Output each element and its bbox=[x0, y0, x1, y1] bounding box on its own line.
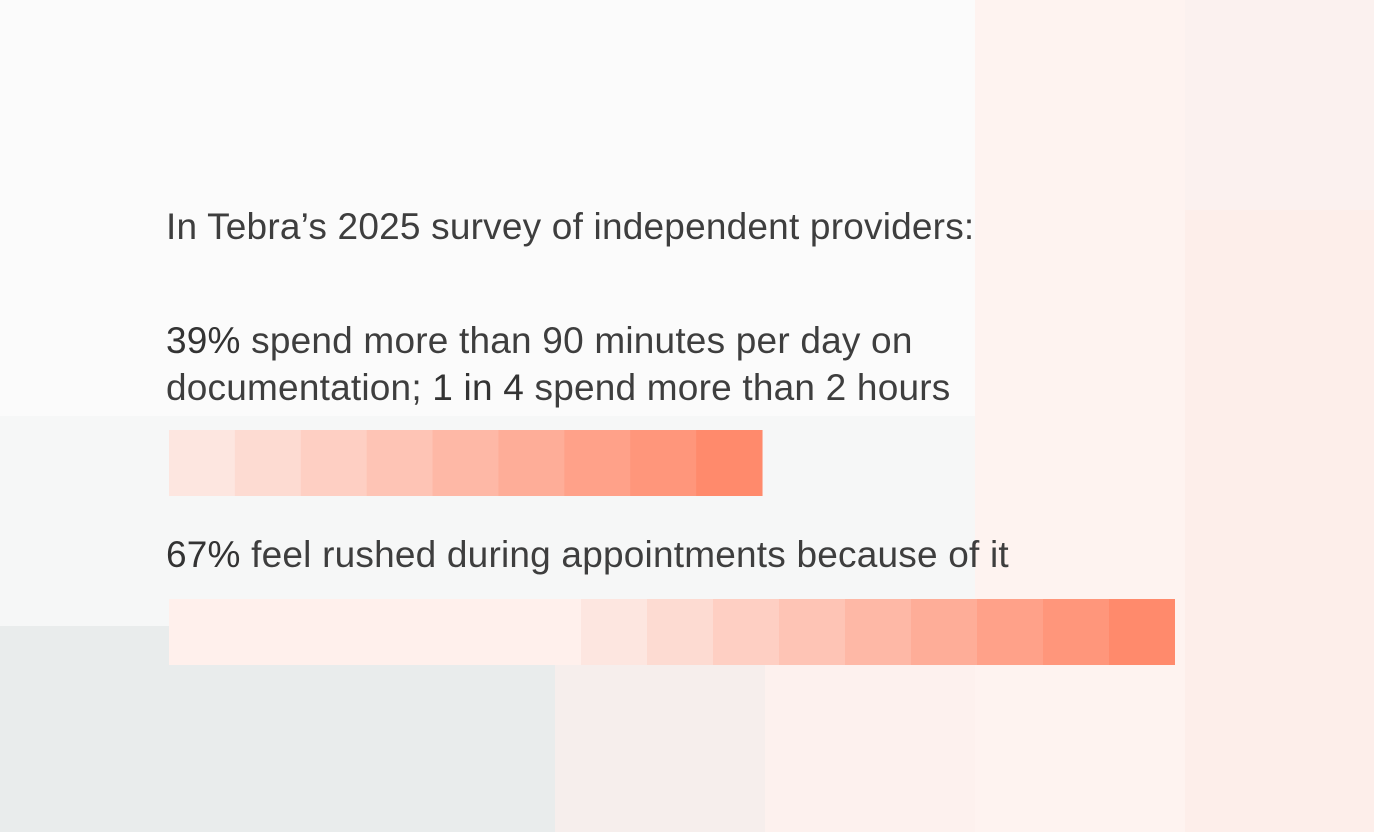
page-title: In Tebra’s 2025 survey of independent pr… bbox=[166, 206, 975, 247]
bar-chart-1 bbox=[169, 430, 763, 496]
bar-segment bbox=[581, 599, 648, 665]
bar-segment bbox=[432, 430, 499, 496]
bar-segment bbox=[911, 599, 978, 665]
gradient-bar-rushed bbox=[169, 599, 1175, 665]
stat-description-2: spend more than 2 hours bbox=[524, 367, 951, 408]
bar-segment bbox=[845, 599, 912, 665]
background-block bbox=[1185, 210, 1374, 832]
stat-description: feel rushed during appointments because … bbox=[240, 534, 1009, 575]
stat-documentation: 39% spend more than 90 minutes per day o… bbox=[166, 317, 1086, 411]
gradient-bar-documentation bbox=[169, 430, 1175, 496]
bar-segment bbox=[169, 430, 236, 496]
bar-segment bbox=[713, 599, 780, 665]
stat-highlight: 1 in 4 bbox=[432, 367, 525, 408]
stat-rushed: 67% feel rushed during appointments beca… bbox=[166, 531, 1186, 578]
bar-segment bbox=[647, 599, 714, 665]
bar-segment bbox=[779, 599, 846, 665]
bar-segment bbox=[564, 430, 631, 496]
bar-segment bbox=[977, 599, 1044, 665]
stat-percentage: 67% bbox=[166, 534, 241, 575]
bar-segment bbox=[234, 430, 302, 496]
background-block bbox=[975, 0, 1185, 832]
background-block bbox=[1185, 0, 1374, 210]
bar-chart-2 bbox=[169, 599, 1175, 665]
stat-percentage: 39% bbox=[166, 320, 241, 361]
bar-segment bbox=[498, 430, 565, 496]
bar-segment bbox=[1043, 599, 1110, 665]
bar-segment bbox=[630, 430, 697, 496]
stat-description: spend more than 90 minutes per day on do… bbox=[166, 320, 913, 408]
bar-segment bbox=[366, 430, 434, 496]
bar-segment bbox=[1109, 599, 1175, 665]
bar-segment bbox=[300, 430, 368, 496]
bar-segment bbox=[696, 430, 763, 496]
